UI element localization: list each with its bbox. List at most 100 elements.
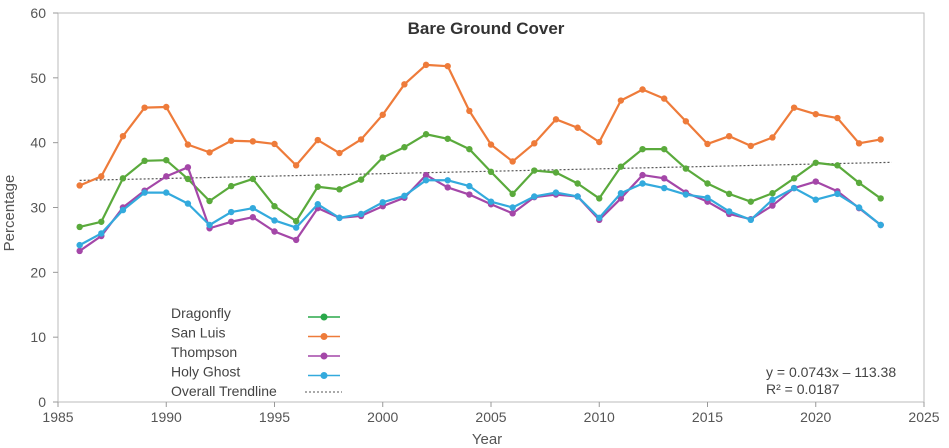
y-tick-label-30: 30 xyxy=(30,200,46,216)
x-tick-label-1990: 1990 xyxy=(151,409,182,425)
holy-ghost-point-2012 xyxy=(639,180,646,187)
san-luis-point-2004 xyxy=(466,107,473,115)
san-luis-point-2016 xyxy=(725,132,733,140)
legend: Dragonfly San Luis Thompson Holy Ghost Overa… xyxy=(171,305,342,399)
dragonfly-point-2012 xyxy=(639,145,646,153)
y-tick-label-60: 60 xyxy=(30,5,46,21)
holy-ghost-point-2016 xyxy=(725,208,733,215)
thompson-point-1993 xyxy=(228,218,235,225)
thompson-point-1990 xyxy=(163,173,170,180)
dragonfly-point-1998 xyxy=(336,186,343,193)
san-luis-point-1987 xyxy=(98,173,105,180)
san-luis-point-1989 xyxy=(141,104,148,111)
dragonfly-point-1995 xyxy=(271,203,278,210)
dragonfly-point-2000 xyxy=(379,154,386,161)
dragonfly-point-1994 xyxy=(249,175,257,183)
holy-ghost-point-2008 xyxy=(552,189,560,196)
dragonfly-line xyxy=(79,133,882,229)
x-axis-title: Year xyxy=(472,431,502,448)
dragonfly-point-2008 xyxy=(552,169,560,176)
y-tick-label-50: 50 xyxy=(30,70,46,86)
holy-ghost-point-2001 xyxy=(401,192,408,200)
x-tick-label-2020: 2020 xyxy=(800,409,831,425)
x-tick-label-2010: 2010 xyxy=(584,409,615,425)
chart-title: Bare Ground Cover xyxy=(408,19,565,38)
holy-ghost-point-1997 xyxy=(314,201,321,208)
legend-swatch-marker-dragonfly xyxy=(320,313,328,321)
dragonfly-point-1986 xyxy=(76,223,83,231)
x-tick-label-2015: 2015 xyxy=(692,409,723,425)
holy-ghost-point-1993 xyxy=(228,208,235,216)
holy-ghost-point-1999 xyxy=(357,210,365,218)
san-luis-point-1992 xyxy=(206,149,213,156)
holy-ghost-point-2017 xyxy=(747,216,754,224)
holy-ghost-point-2023 xyxy=(877,221,884,229)
holy-ghost-point-2022 xyxy=(855,204,863,211)
y-tick-label-40: 40 xyxy=(30,135,46,151)
dragonfly-point-2006 xyxy=(509,190,516,198)
thompson-point-2004 xyxy=(466,191,473,198)
trendline-r-squared: R² = 0.0187 xyxy=(766,381,840,397)
san-luis-point-1998 xyxy=(336,149,343,157)
holy-ghost-point-2003 xyxy=(444,177,451,184)
holy-ghost-point-2009 xyxy=(574,193,581,200)
holy-ghost-point-1987 xyxy=(98,230,105,237)
dragonfly-point-2014 xyxy=(682,165,690,172)
dragonfly-point-1990 xyxy=(163,156,170,164)
thompson-point-2013 xyxy=(661,175,668,182)
san-luis-point-2017 xyxy=(747,142,754,150)
holy-ghost-point-1992 xyxy=(206,221,213,229)
dragonfly-point-2018 xyxy=(769,190,776,197)
thompson-point-2020 xyxy=(812,178,819,185)
san-luis-point-2011 xyxy=(617,97,625,104)
san-luis-point-2003 xyxy=(444,62,451,70)
dragonfly-point-2004 xyxy=(466,145,473,153)
series-layer xyxy=(76,61,884,255)
legend-label-dragonfly: Dragonfly xyxy=(171,305,231,321)
dragonfly-point-2005 xyxy=(487,168,495,176)
holy-ghost-point-1996 xyxy=(292,224,300,231)
thompson-point-1995 xyxy=(271,228,278,235)
series-dragonfly xyxy=(76,131,884,231)
legend-swatch-marker-san-luis xyxy=(320,333,328,340)
holy-ghost-point-2020 xyxy=(812,196,819,203)
thompson-point-2003 xyxy=(444,184,451,191)
y-tick-label-20: 20 xyxy=(30,264,46,280)
san-luis-point-1999 xyxy=(357,136,365,143)
holy-ghost-point-2019 xyxy=(790,184,798,192)
san-luis-point-2005 xyxy=(487,141,495,148)
san-luis-point-2007 xyxy=(531,140,538,147)
x-axis: 1985 1990 1995 2000 2005 2010 2015 2020 2025 xyxy=(42,402,940,425)
san-luis-point-1995 xyxy=(271,140,278,148)
x-tick-label-1995: 1995 xyxy=(259,409,290,425)
holy-ghost-line xyxy=(79,179,882,247)
dragonfly-point-2019 xyxy=(790,175,798,182)
san-luis-point-2023 xyxy=(877,136,884,143)
san-luis-point-2015 xyxy=(704,140,711,148)
san-luis-point-1991 xyxy=(184,141,192,148)
holy-ghost-point-2006 xyxy=(509,204,516,211)
x-tick-label-2005: 2005 xyxy=(475,409,506,425)
thompson-point-1994 xyxy=(249,214,257,221)
thompson-point-2018 xyxy=(769,202,776,209)
dragonfly-point-2001 xyxy=(401,144,408,151)
y-axis: 0 10 20 30 40 50 60 xyxy=(30,5,58,410)
thompson-point-2002 xyxy=(422,171,430,179)
holy-ghost-point-1990 xyxy=(163,189,170,196)
san-luis-point-1996 xyxy=(292,162,300,169)
legend-label-overall-trendline: Overall Trendline xyxy=(171,383,277,399)
dragonfly-point-2007 xyxy=(531,167,538,174)
legend-label-thompson: Thompson xyxy=(171,344,237,360)
san-luis-point-2018 xyxy=(769,134,776,141)
holy-ghost-point-2018 xyxy=(769,196,776,203)
san-luis-point-2012 xyxy=(639,86,646,93)
san-luis-point-2001 xyxy=(401,81,408,88)
holy-ghost-point-1991 xyxy=(184,200,192,207)
san-luis-point-1993 xyxy=(228,137,235,144)
dragonfly-point-2015 xyxy=(704,180,711,187)
holy-ghost-point-1995 xyxy=(271,217,278,224)
legend-label-holy-ghost: Holy Ghost xyxy=(171,364,240,380)
san-luis-point-2008 xyxy=(552,116,560,123)
